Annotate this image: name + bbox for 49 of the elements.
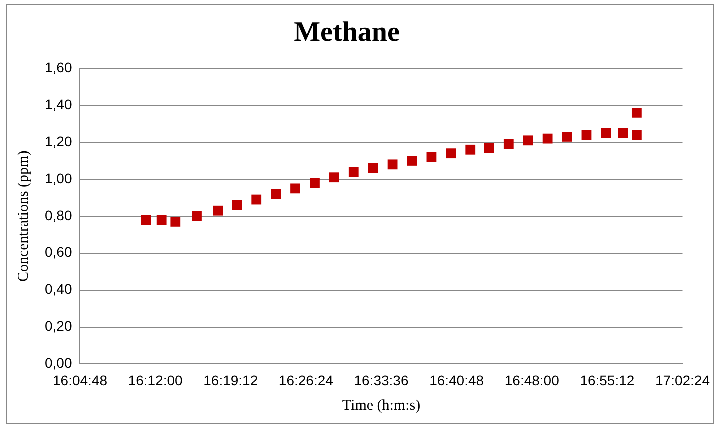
y-tick-label: 1,00 — [45, 170, 72, 186]
x-tick-label: 17:02:24 — [656, 372, 710, 388]
point — [466, 144, 476, 155]
y-tick-label: 1,60 — [45, 59, 72, 76]
point — [348, 167, 359, 178]
point — [484, 143, 494, 153]
point — [446, 148, 456, 159]
x-tick-label: 16:48:00 — [504, 372, 560, 388]
x-tick-label: 16:40:48 — [430, 372, 484, 388]
point — [542, 134, 553, 144]
point — [632, 130, 642, 140]
y-tick-label: 1,20 — [45, 133, 72, 150]
y-tick-label: 0,80 — [45, 207, 72, 224]
point — [601, 128, 612, 138]
point — [310, 178, 320, 188]
point — [252, 194, 262, 205]
point — [141, 215, 152, 226]
y-tick-label: 0,20 — [45, 318, 72, 334]
x-tick-label: 16:12:00 — [128, 372, 184, 388]
point — [426, 152, 437, 162]
y-tick-label: 0,60 — [45, 244, 72, 260]
chart-title: Methane — [294, 17, 400, 48]
y-axis-title: Concentrations (ppm) — [16, 150, 32, 282]
x-tick-label: 16:04:48 — [53, 372, 108, 388]
x-tick-label: 16:19:12 — [204, 372, 258, 388]
point — [329, 172, 340, 183]
point — [562, 132, 572, 142]
y-tick-label: 0,00 — [45, 355, 72, 372]
x-tick-label: 16:33:36 — [354, 372, 409, 388]
point — [271, 189, 282, 200]
point — [232, 200, 242, 210]
point — [504, 139, 514, 150]
x-axis-title: Time (h:m:s) — [342, 398, 421, 414]
point — [632, 108, 642, 118]
point — [290, 184, 300, 194]
x-tick-label: 16:26:24 — [278, 372, 334, 388]
point — [192, 211, 202, 222]
y-tick-label: 1,40 — [45, 96, 72, 112]
point — [407, 156, 418, 166]
point — [388, 160, 398, 170]
point — [213, 206, 224, 216]
y-tick-label: 0,40 — [45, 281, 72, 298]
point — [368, 163, 378, 174]
point — [170, 216, 181, 227]
point — [523, 136, 534, 146]
x-tick-label: 16:55:12 — [580, 372, 635, 388]
point — [618, 128, 628, 138]
point — [582, 130, 592, 140]
point — [156, 215, 167, 226]
